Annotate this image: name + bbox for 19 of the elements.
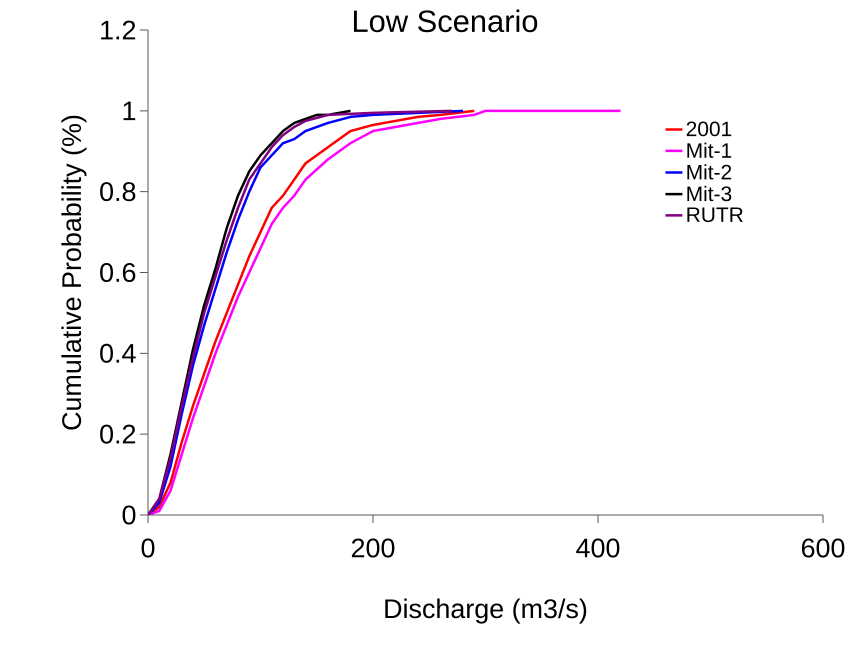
y-tick-label: 0.2 <box>100 424 136 444</box>
x-tick-label: 200 <box>352 538 394 558</box>
y-tick-label: 0.4 <box>100 344 136 363</box>
x-axis-title: Discharge (m3/s) <box>385 598 586 624</box>
x-tick-label: 400 <box>576 538 620 558</box>
y-tick-label: 0.8 <box>100 182 136 202</box>
legend-label: Mit-3 <box>687 186 732 202</box>
legend-label: 2001 <box>686 121 732 136</box>
legend-label: Mit-1 <box>687 142 732 158</box>
x-tick-label: 600 <box>802 538 844 558</box>
y-tick-label: 0.6 <box>100 262 136 282</box>
y-tick-label: 1 <box>124 102 136 120</box>
chart-title: Low Scenario <box>354 10 538 32</box>
legend-label: RUTR <box>687 207 743 222</box>
y-axis-title: Cumulative Probability (%) <box>61 116 86 430</box>
x-tick-label: 0 <box>142 538 154 558</box>
y-tick-label: 0 <box>122 505 136 525</box>
legend-label: Mit-2 <box>687 164 732 180</box>
y-tick-label: 1.2 <box>101 20 136 40</box>
